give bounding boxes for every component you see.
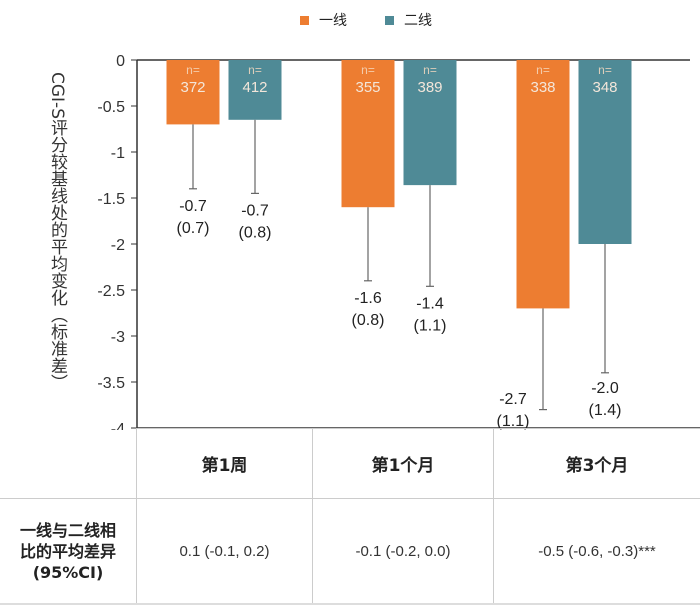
value-label: -1.4 bbox=[416, 295, 444, 312]
n-value: 389 bbox=[417, 79, 442, 96]
legend-swatch-orange bbox=[300, 15, 309, 25]
legend-label: 一线 bbox=[319, 13, 347, 29]
sd-label: (0.7) bbox=[177, 220, 210, 237]
value-label: -1.6 bbox=[354, 290, 382, 307]
value-label: -0.7 bbox=[179, 198, 207, 215]
y-tick-label: -4 bbox=[111, 421, 125, 430]
table-row-label: 一线与二线相 比的平均差异 (95%CI) bbox=[0, 498, 137, 605]
n-value: 355 bbox=[355, 79, 380, 96]
table-cell: -0.5 (-0.6, -0.3)*** bbox=[493, 498, 700, 605]
bar-second-line bbox=[578, 60, 632, 244]
table-header: 第1周 bbox=[136, 428, 313, 499]
y-tick-label: -1 bbox=[111, 145, 125, 162]
legend-item-first-line: 一线 bbox=[300, 10, 347, 30]
bar-second-line bbox=[403, 60, 457, 186]
table-corner bbox=[0, 428, 137, 499]
row-label-line: 一线与二线相 bbox=[19, 520, 116, 540]
bar-second-line bbox=[228, 60, 282, 120]
n-label: n= bbox=[536, 63, 550, 77]
y-tick-label: -2 bbox=[111, 237, 125, 254]
n-value: 348 bbox=[592, 79, 617, 96]
row-label-line: 比的平均差异 bbox=[19, 541, 116, 561]
table-row: 一线与二线相 比的平均差异 (95%CI) 0.1 (-0.1, 0.2) -0… bbox=[0, 498, 700, 605]
n-value: 338 bbox=[530, 79, 555, 96]
sd-label: (0.8) bbox=[239, 224, 272, 241]
legend: 一线 二线 bbox=[300, 10, 432, 30]
y-tick-label: -3 bbox=[111, 329, 125, 346]
y-tick-label: 0 bbox=[116, 53, 125, 70]
table-header: 第1个月 bbox=[312, 428, 494, 499]
value-label: -2.7 bbox=[499, 391, 527, 408]
n-value: 372 bbox=[180, 79, 205, 96]
bar-chart: 0 -0.5 -1 -1.5 -2 -2.5 -3 -3.5 -4 n= 372 -0.7 (0.7) n… bbox=[97, 53, 700, 430]
table-cell: 0.1 (-0.1, 0.2) bbox=[136, 498, 313, 605]
table-cell: -0.1 (-0.2, 0.0) bbox=[312, 498, 494, 605]
n-label: n= bbox=[248, 63, 262, 77]
y-axis-label: CGI-S评分较基线处的平均变化（标准差） bbox=[47, 72, 67, 391]
sd-label: (1.1) bbox=[414, 317, 447, 334]
sd-label: (0.8) bbox=[352, 312, 385, 329]
value-label: -0.7 bbox=[241, 202, 269, 219]
y-tick-label: -1.5 bbox=[97, 191, 125, 208]
legend-swatch-teal bbox=[385, 15, 394, 25]
n-label: n= bbox=[186, 63, 200, 77]
n-label: n= bbox=[598, 63, 612, 77]
sd-label: (1.4) bbox=[589, 402, 622, 419]
y-tick-label: -0.5 bbox=[97, 99, 125, 116]
n-label: n= bbox=[423, 63, 437, 77]
sd-label: (1.1) bbox=[497, 413, 530, 430]
legend-label: 二线 bbox=[404, 13, 432, 29]
table-header-row: 第1周 第1个月 第3个月 bbox=[0, 428, 700, 499]
y-tick-label: -2.5 bbox=[97, 283, 125, 300]
value-label: -2.0 bbox=[591, 380, 619, 397]
table-header: 第3个月 bbox=[493, 428, 700, 499]
bar-first-line bbox=[341, 60, 395, 208]
row-label-line: (95%CI) bbox=[32, 562, 104, 582]
comparison-table: 第1周 第1个月 第3个月 一线与二线相 比的平均差异 (95%CI) 0.1 … bbox=[0, 428, 700, 605]
legend-item-second-line: 二线 bbox=[385, 10, 432, 30]
bar-first-line bbox=[516, 60, 570, 309]
bar-first-line bbox=[166, 60, 220, 125]
n-value: 412 bbox=[242, 79, 267, 96]
y-tick-label: -3.5 bbox=[97, 375, 125, 392]
n-label: n= bbox=[361, 63, 375, 77]
